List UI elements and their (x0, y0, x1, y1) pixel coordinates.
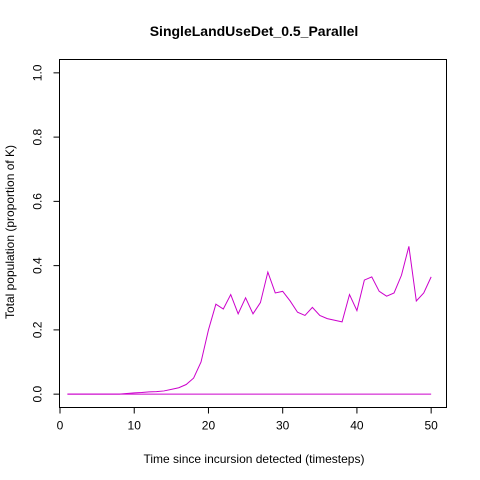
x-axis-label: Time since incursion detected (timesteps… (144, 452, 365, 466)
x-tick-label: 10 (128, 419, 142, 433)
y-tick-label: 0.4 (31, 257, 45, 274)
x-tick-label: 50 (424, 419, 438, 433)
x-tick-label: 0 (57, 419, 64, 433)
x-tick-label: 20 (202, 419, 216, 433)
y-tick-label: 1.0 (31, 64, 45, 81)
plot-area-frame (59, 59, 447, 408)
chart-title: SingleLandUseDet_0.5_Parallel (150, 23, 359, 39)
y-tick-label: 0.6 (31, 193, 45, 210)
series-layer (67, 246, 432, 395)
x-tick-label: 30 (276, 419, 290, 433)
x-axis: 0 10 20 30 40 50 (57, 407, 438, 433)
y-axis: 0.0 0.2 0.4 0.6 0.8 1.0 (31, 64, 60, 402)
y-tick-label: 0.0 (31, 385, 45, 402)
y-tick-label: 0.2 (31, 321, 45, 338)
y-axis-label: Total population (proportion of K) (3, 145, 17, 319)
y-tick-label: 0.8 (31, 128, 45, 145)
x-tick-label: 40 (350, 419, 364, 433)
series-line-1 (67, 246, 432, 395)
